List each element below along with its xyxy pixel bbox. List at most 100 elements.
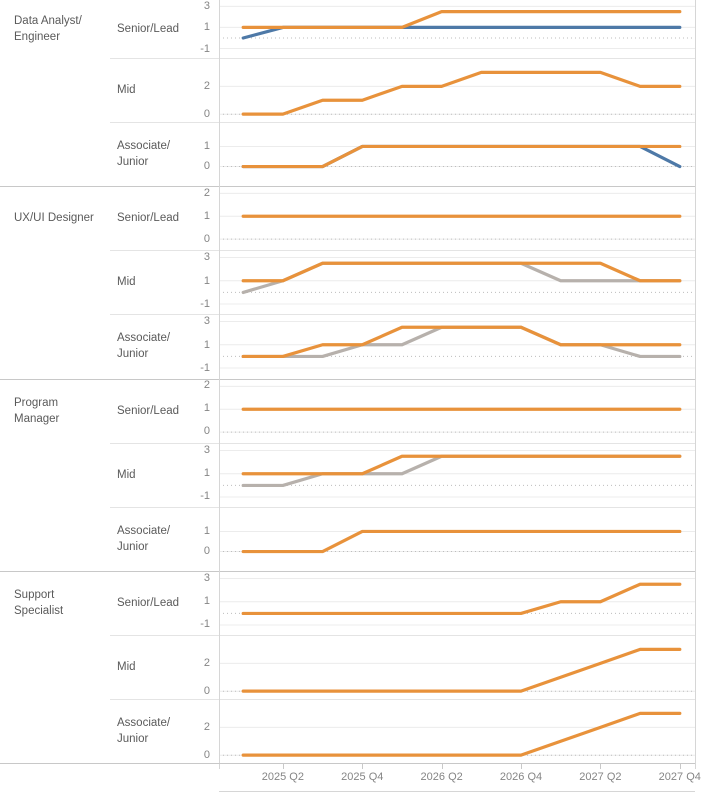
level-label: Associate/Junior	[117, 314, 187, 378]
level-label-line: Associate/	[117, 717, 171, 730]
level-label-line: Senior/Lead	[117, 596, 180, 609]
level-label-line: Junior	[117, 540, 149, 553]
series-line-orange[interactable]	[241, 582, 682, 615]
level-label-line: Junior	[117, 733, 149, 746]
y-tick-label: 1	[203, 524, 210, 537]
y-tick-label: 0	[203, 160, 210, 173]
series-line-orange[interactable]	[241, 144, 682, 169]
y-tick-label: 2	[203, 187, 210, 200]
y-tick-label: 1	[203, 338, 210, 351]
level-separator	[110, 250, 695, 252]
panel-plot	[219, 257, 695, 305]
level-separator	[110, 506, 695, 508]
y-tick-label: 2	[203, 79, 210, 92]
y-tick-label: 3	[203, 251, 210, 264]
level-separator	[110, 314, 695, 316]
y-tick-label: 1	[203, 595, 210, 608]
level-label: Mid	[117, 443, 187, 507]
role-label-line: UX/UI Designer	[14, 212, 94, 225]
x-tick-mark	[441, 764, 443, 770]
level-label-line: Mid	[117, 468, 136, 481]
series-line-orange[interactable]	[241, 70, 682, 116]
level-label: Mid	[117, 250, 187, 314]
role-label-line: Program	[14, 396, 59, 409]
panel-plot	[219, 193, 695, 240]
role-label: Support Specialist	[14, 571, 110, 635]
role-label-line: Manager	[14, 412, 60, 425]
role-label: Program Manager	[14, 379, 110, 443]
role-label-line: Data Analyst/	[14, 15, 82, 27]
y-tick-label: -1	[200, 42, 210, 55]
y-tick-label: 0	[203, 684, 210, 697]
y-tick-label: 0	[203, 544, 210, 557]
panel-plot	[219, 5, 695, 50]
level-label-line: Senior/Lead	[117, 404, 180, 417]
level-separator	[110, 699, 695, 700]
level-label: Mid	[117, 58, 187, 122]
x-tick-mark	[679, 764, 681, 770]
x-tick-label: 2025 Q4	[341, 771, 384, 784]
panel-plot	[219, 144, 695, 169]
series-line-orange[interactable]	[241, 647, 682, 693]
x-tick-label: 2026 Q2	[420, 771, 463, 784]
series-line-orange[interactable]	[241, 261, 682, 283]
x-tick-mark	[521, 764, 523, 770]
y-tick-label: 0	[203, 232, 210, 245]
x-tick-label: 2025 Q2	[261, 771, 304, 784]
series-line-blue[interactable]	[241, 144, 682, 169]
plot-right-border	[695, 0, 696, 770]
y-tick-label: -1	[200, 297, 210, 310]
level-label-line: Senior/Lead	[117, 23, 180, 35]
level-label: Associate/Junior	[117, 699, 187, 763]
series-line-gray[interactable]	[241, 326, 682, 359]
group-separator	[0, 186, 695, 188]
y-tick-label: 0	[203, 107, 210, 120]
level-label: Senior/Lead	[117, 571, 187, 635]
level-separator	[110, 442, 695, 444]
panel-plot	[219, 647, 695, 693]
level-label-line: Associate/	[117, 524, 171, 537]
panel-plot	[219, 711, 695, 757]
level-label-line: Associate/	[117, 140, 171, 153]
panel-plot	[219, 529, 695, 553]
group-separator	[0, 570, 695, 572]
series-line-orange[interactable]	[241, 711, 682, 757]
y-tick-label: -1	[200, 490, 210, 503]
series-line-gray[interactable]	[241, 261, 682, 295]
level-label: Mid	[117, 635, 187, 699]
level-separator	[110, 58, 695, 59]
x-axis-bottom-border	[219, 790, 695, 792]
x-tick-mark	[282, 764, 284, 770]
y-tick-label: 2	[203, 656, 210, 669]
y-tick-label: 3	[203, 571, 210, 584]
series-line-orange[interactable]	[241, 454, 682, 475]
role-label-line: Support	[14, 588, 55, 601]
role-label-line: Specialist	[14, 604, 64, 617]
y-tick-label: 1	[203, 466, 210, 479]
y-tick-label: 1	[203, 21, 210, 34]
level-label-line: Associate/	[117, 332, 171, 345]
x-tick-label: 2026 Q4	[499, 771, 543, 784]
y-tick-label: -1	[200, 618, 210, 631]
level-label-line: Senior/Lead	[117, 212, 180, 225]
y-tick-label: 1	[203, 274, 210, 287]
level-label-line: Junior	[117, 156, 149, 169]
series-line-orange[interactable]	[241, 326, 682, 359]
level-separator	[110, 634, 695, 636]
series-line-orange[interactable]	[241, 529, 682, 553]
y-tick-label: 1	[203, 140, 210, 153]
series-line-gray[interactable]	[241, 454, 682, 487]
level-label: Senior/Lead	[117, 0, 187, 58]
level-label-line: Junior	[117, 348, 149, 361]
panel-plot	[219, 321, 695, 369]
x-tick-label: 2027 Q2	[579, 771, 622, 784]
y-tick-label: 3	[203, 0, 210, 13]
x-tick-label: 2027 Q4	[658, 771, 701, 784]
x-axis-top-border	[0, 763, 695, 765]
role-label: Data Analyst/Engineer	[14, 0, 110, 58]
level-label-line: Mid	[117, 84, 136, 97]
series-line-orange[interactable]	[241, 10, 682, 29]
role-label: UX/UI Designer	[14, 186, 110, 250]
panel-plot	[219, 70, 695, 116]
